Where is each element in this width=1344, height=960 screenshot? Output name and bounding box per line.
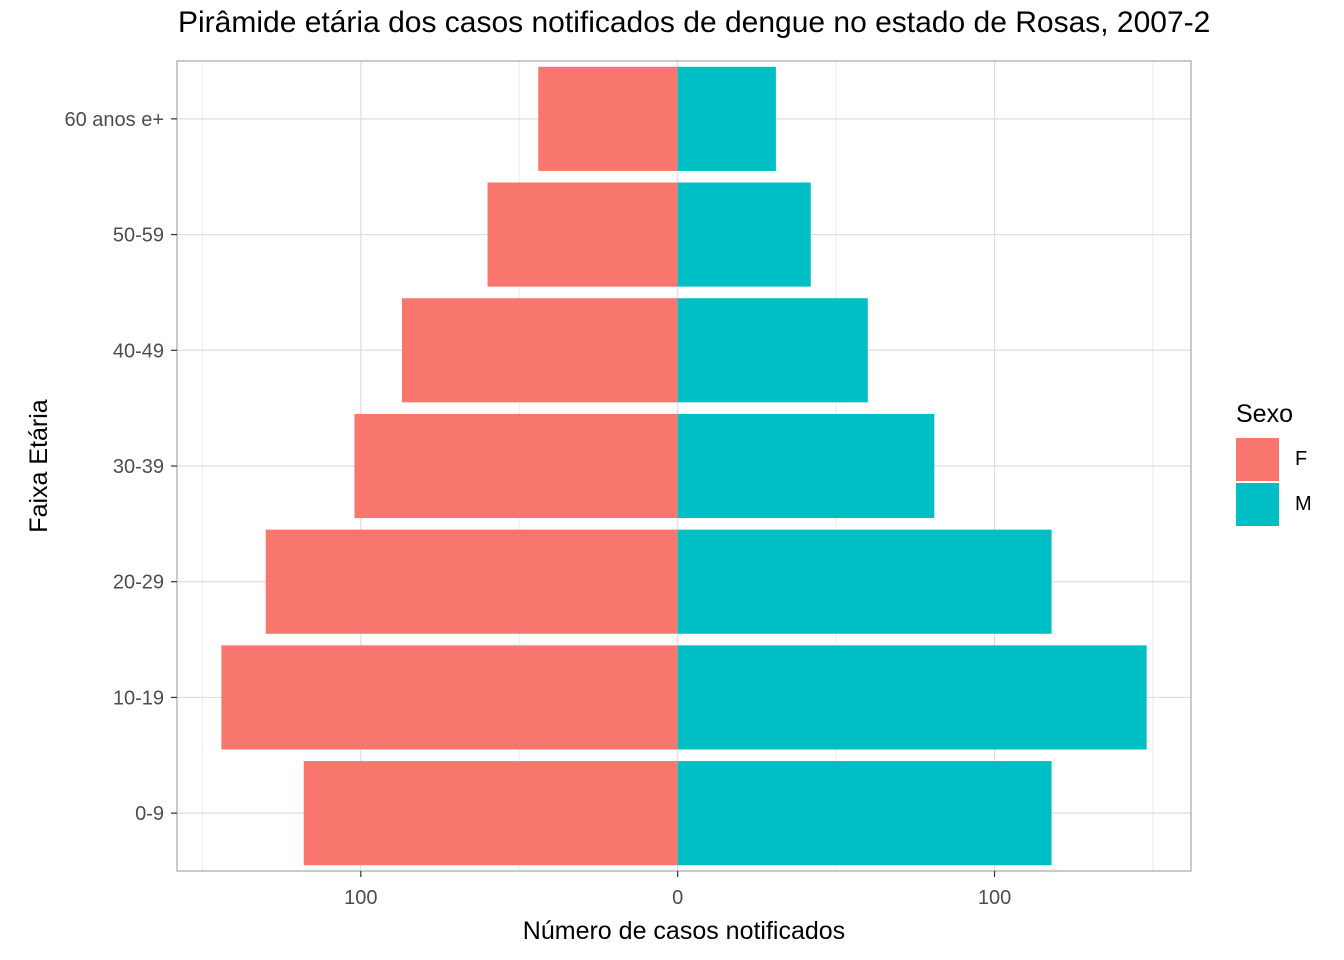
bar-m-10-19 xyxy=(677,645,1147,750)
legend-item-f: F xyxy=(1236,437,1312,482)
bar-f-40-49 xyxy=(401,298,678,403)
bar-m-0-9 xyxy=(677,761,1052,866)
legend-title: Sexo xyxy=(1236,400,1293,428)
x-axis-title: Número de casos notificados xyxy=(523,917,845,945)
bar-m-30-39 xyxy=(677,413,935,519)
y-axis-title: Faixa Etária xyxy=(25,399,53,532)
legend-key-m xyxy=(1236,483,1279,526)
bar-f-50-59 xyxy=(487,182,678,287)
y-tick-label: 60 anos e+ xyxy=(64,109,164,131)
chart-title: Pirâmide etária dos casos notificados de… xyxy=(178,6,1211,39)
y-tick-label: 50-59 xyxy=(113,225,164,247)
x-tick-label: 0 xyxy=(672,887,683,909)
y-tick-label: 0-9 xyxy=(135,803,164,825)
bar-m-60-anos-e+ xyxy=(677,66,776,171)
bar-m-50-59 xyxy=(677,182,811,287)
legend-item-m: M xyxy=(1236,482,1312,527)
legend-key-f xyxy=(1236,438,1279,481)
x-tick-label: 100 xyxy=(978,887,1011,909)
y-tick-label: 30-39 xyxy=(113,456,164,478)
bar-f-20-29 xyxy=(265,529,678,634)
legend-label-f: F xyxy=(1295,448,1308,470)
legend: Sexo F M xyxy=(1236,400,1312,527)
bars xyxy=(221,66,1147,866)
bar-m-40-49 xyxy=(677,298,868,403)
bar-f-30-39 xyxy=(354,413,678,519)
legend-label-m: M xyxy=(1295,493,1312,515)
y-tick-label: 20-29 xyxy=(113,572,164,594)
y-tick-label: 10-19 xyxy=(113,687,164,709)
bar-m-20-29 xyxy=(677,529,1052,634)
axis-ticks: 100 0 100 0-9 10-19 20-29 30-39 40-49 50-59 60 an… xyxy=(64,109,1011,909)
bar-f-60-anos-e+ xyxy=(538,66,678,171)
y-tick-label: 40-49 xyxy=(113,340,164,362)
bar-f-0-9 xyxy=(303,761,678,866)
x-tick-label: 100 xyxy=(344,887,377,909)
bar-f-10-19 xyxy=(221,645,678,750)
